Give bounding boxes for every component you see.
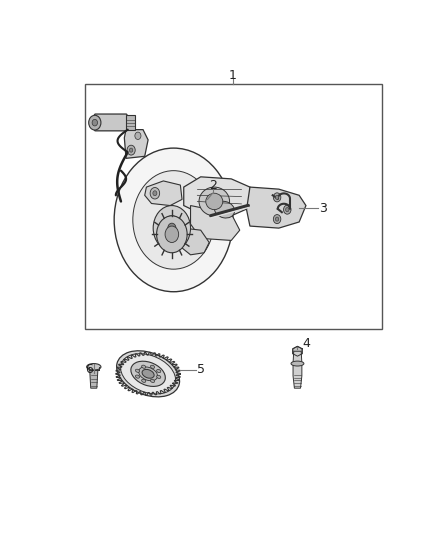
Ellipse shape — [206, 193, 223, 209]
Ellipse shape — [150, 379, 155, 383]
Circle shape — [153, 191, 157, 196]
Circle shape — [276, 195, 279, 199]
Ellipse shape — [153, 206, 191, 251]
Circle shape — [168, 223, 176, 233]
Ellipse shape — [135, 369, 140, 373]
Ellipse shape — [141, 365, 146, 368]
Polygon shape — [184, 177, 250, 216]
Circle shape — [286, 207, 289, 212]
Circle shape — [165, 226, 179, 243]
Ellipse shape — [142, 369, 154, 378]
Ellipse shape — [157, 216, 187, 253]
Ellipse shape — [88, 115, 101, 130]
Polygon shape — [191, 206, 240, 240]
Ellipse shape — [199, 187, 230, 216]
FancyBboxPatch shape — [95, 114, 127, 131]
Circle shape — [135, 132, 141, 140]
Ellipse shape — [87, 364, 101, 370]
Circle shape — [92, 119, 98, 126]
Text: 4: 4 — [302, 337, 310, 350]
Ellipse shape — [117, 351, 180, 397]
Text: 3: 3 — [319, 202, 327, 215]
Ellipse shape — [157, 369, 161, 373]
Circle shape — [129, 148, 133, 152]
Ellipse shape — [114, 148, 233, 292]
Polygon shape — [124, 130, 148, 158]
Ellipse shape — [214, 201, 235, 218]
Ellipse shape — [138, 367, 158, 381]
Polygon shape — [293, 346, 302, 356]
Circle shape — [273, 193, 281, 202]
Polygon shape — [90, 370, 98, 388]
Polygon shape — [177, 228, 209, 255]
Circle shape — [273, 215, 281, 224]
Text: 2: 2 — [208, 179, 216, 191]
Ellipse shape — [150, 365, 155, 368]
Ellipse shape — [141, 379, 146, 382]
Text: 6: 6 — [85, 363, 92, 376]
Text: 5: 5 — [197, 363, 205, 376]
Ellipse shape — [131, 361, 165, 386]
Polygon shape — [126, 115, 134, 130]
Polygon shape — [247, 187, 306, 228]
Ellipse shape — [135, 375, 140, 378]
Polygon shape — [145, 181, 182, 206]
Ellipse shape — [291, 361, 304, 366]
Text: 1: 1 — [229, 69, 237, 82]
Circle shape — [127, 145, 135, 155]
Circle shape — [150, 188, 159, 199]
Ellipse shape — [157, 375, 161, 378]
Ellipse shape — [133, 171, 214, 269]
Circle shape — [283, 205, 291, 214]
Ellipse shape — [162, 216, 182, 240]
Circle shape — [276, 217, 279, 221]
Bar — [85, 84, 382, 329]
Polygon shape — [293, 351, 302, 388]
Ellipse shape — [120, 354, 176, 394]
